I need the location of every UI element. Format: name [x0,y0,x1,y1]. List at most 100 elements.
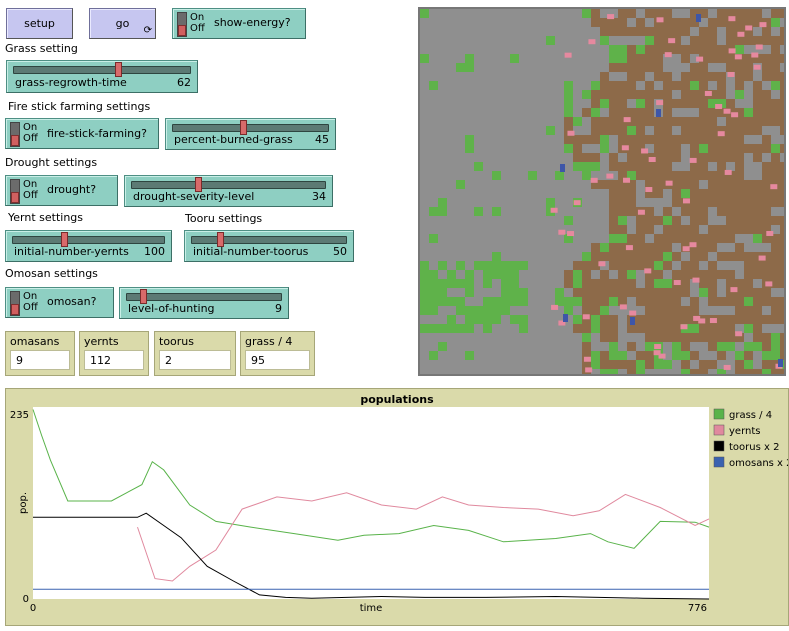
world-patch [600,297,609,306]
monitor-value: 9 [10,350,70,370]
go-button[interactable]: go ⟳ [89,8,156,39]
world-patch [681,45,690,54]
slider-knob[interactable] [140,289,147,304]
world-patch [609,117,618,126]
world-patch [609,288,618,297]
world-patch [438,324,447,333]
slider-knob[interactable] [61,232,68,247]
world-patch [690,234,699,243]
world-patch [717,81,726,90]
drought-switch[interactable]: On Off drought? [5,175,118,206]
slider-knob[interactable] [195,177,202,192]
world-patch [744,279,753,288]
world-patch [672,45,681,54]
yernt-agent [588,39,596,45]
yernt-agent [682,198,690,204]
world-view[interactable] [418,7,786,376]
world-patch [438,297,447,306]
world-patch [618,180,627,189]
world-patch [735,207,744,216]
world-patch [681,180,690,189]
world-patch [420,288,429,297]
monitor-toorus: toorus 2 [154,331,236,376]
world-patch [717,324,726,333]
world-patch [699,117,708,126]
initial-toorus-slider[interactable]: initial-number-toorus 50 [184,230,354,262]
world-patch [591,360,600,369]
world-patch [645,180,654,189]
yernt-agent [558,229,566,235]
monitor-label: grass / 4 [245,335,293,348]
slider-knob[interactable] [115,62,122,77]
yernt-agent [693,315,701,321]
percent-burned-grass-slider[interactable]: percent-burned-grass 45 [165,118,336,150]
setup-button[interactable]: setup [6,8,73,39]
world-patch [771,333,780,342]
world-patch [627,270,636,279]
yernt-agent [770,184,778,190]
world-patch [618,63,627,72]
world-patch [672,153,681,162]
slider-knob[interactable] [217,232,224,247]
world-patch [672,144,681,153]
world-patch [654,234,663,243]
world-patch [564,297,573,306]
world-patch [636,252,645,261]
world-patch [771,306,780,315]
world-patch [735,126,744,135]
world-patch [753,306,762,315]
world-patch [582,279,591,288]
world-patch [708,297,717,306]
world-patch [609,108,618,117]
show-energy-switch[interactable]: On Off show-energy? [172,8,306,39]
world-patch [771,72,780,81]
world-patch [690,153,699,162]
world-patch [681,135,690,144]
world-patch [672,171,681,180]
omosan-switch[interactable]: On Off omosan? [5,287,114,318]
grass-regrowth-slider[interactable]: grass-regrowth-time 62 [6,60,198,93]
world-patch [771,216,780,225]
world-patch [735,189,744,198]
world-patch [726,342,735,351]
yernt-agent [730,287,738,293]
world-patch [717,18,726,27]
world-patch [753,9,762,18]
world-patch [735,288,744,297]
level-of-hunting-slider[interactable]: level-of-hunting 9 [119,287,289,319]
world-patch [645,216,654,225]
world-patch [618,225,627,234]
world-patch [501,270,510,279]
world-patch [636,243,645,252]
world-patch [600,252,609,261]
grass-section-title: Grass setting [5,42,78,55]
world-patch [753,180,762,189]
switch-track [10,122,20,147]
world-patch [501,297,510,306]
world-patch [663,72,672,81]
drought-severity-slider[interactable]: drought-severity-level 34 [124,175,333,207]
world-patch [627,207,636,216]
world-patch [645,189,654,198]
yernt-agent [717,131,725,137]
fire-stick-farming-switch[interactable]: On Off fire-stick-farming? [5,118,159,149]
world-patch [780,117,784,126]
world-patch [627,324,636,333]
world-patch [420,324,429,333]
legend-swatch [713,424,725,436]
world-patch [762,360,771,369]
switch-on-label: On [23,122,38,133]
world-patch [681,81,690,90]
initial-yernts-slider[interactable]: initial-number-yernts 100 [5,230,172,262]
world-patch [609,342,618,351]
world-patch [726,234,735,243]
world-patch [663,135,672,144]
world-patch [681,126,690,135]
slider-knob[interactable] [240,120,247,135]
world-patch [645,225,654,234]
world-patch [762,315,771,324]
yernt-agent [551,304,559,310]
world-patch [663,225,672,234]
yernt-agent [665,180,673,186]
world-patch [753,144,762,153]
